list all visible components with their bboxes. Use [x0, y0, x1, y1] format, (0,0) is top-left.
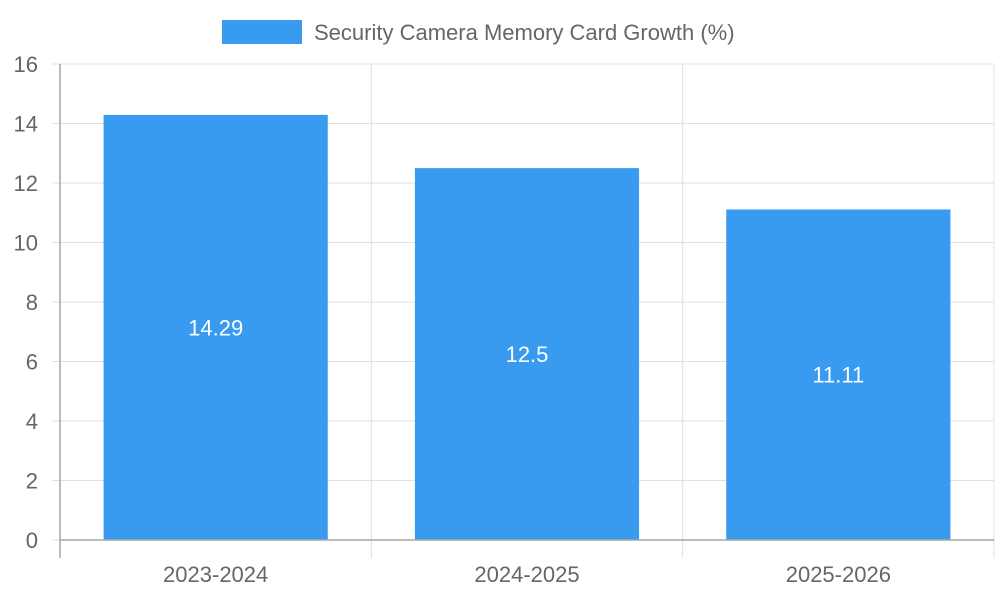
bar: [726, 209, 951, 541]
data-label: 11.11: [812, 363, 864, 388]
legend: Security Camera Memory Card Growth (%): [222, 20, 735, 45]
bars: [103, 114, 951, 541]
data-label: 14.29: [188, 315, 243, 340]
x-tick-label: 2025-2026: [786, 562, 891, 587]
bar: [103, 114, 328, 540]
data-label: 12.5: [506, 342, 549, 367]
legend-swatch: [222, 20, 302, 44]
y-tick-label: 6: [26, 350, 38, 375]
x-tick-label: 2024-2025: [474, 562, 579, 587]
y-tick-label: 0: [26, 528, 38, 553]
axes: 0 2 4 6 8 10 12 14 16 2023-2024 2024-2025 2025-2026: [14, 52, 994, 587]
y-tick-label: 14: [14, 112, 38, 137]
y-tick-label: 10: [14, 231, 38, 256]
y-tick-label: 4: [26, 409, 38, 434]
legend-label: Security Camera Memory Card Growth (%): [314, 20, 735, 45]
bar: [414, 168, 640, 540]
y-tick-label: 8: [26, 290, 38, 315]
y-tick-label: 2: [26, 469, 38, 494]
x-tick-label: 2023-2024: [163, 562, 268, 587]
y-tick-label: 12: [14, 171, 38, 196]
y-tick-label: 16: [14, 52, 38, 77]
data-labels: 14.29 12.5 11.11: [188, 315, 864, 387]
